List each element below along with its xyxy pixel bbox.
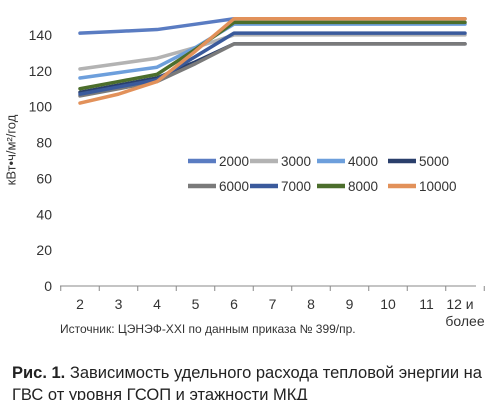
- x-tick-label: 2: [76, 296, 84, 312]
- y-tick-label: 0: [44, 278, 52, 294]
- legend: 2000 3000 4000 5000 6000 7000 8000 10000: [188, 154, 457, 194]
- series-line-10000: [78, 17, 467, 105]
- x-tick-label: 4: [153, 296, 161, 312]
- series-line-4000: [78, 22, 467, 80]
- caption-text: Зависимость удельного расхода тепловой э…: [12, 364, 482, 400]
- y-tick-label: 20: [36, 242, 52, 258]
- y-tick-label: 140: [29, 27, 53, 43]
- figure-caption: Рис. 1. Зависимость удельного расхода те…: [12, 362, 492, 400]
- series-line-8000: [78, 20, 467, 91]
- legend-label-7000: 7000: [281, 179, 311, 194]
- y-axis-label: кВт•ч/м²/год: [3, 114, 19, 186]
- line-chart: 0 20 40 60 80 100 120 140 2 3 4 5 6 7 8 9 10 11 12 иболее…: [29, 17, 485, 329]
- series-line-3000: [78, 33, 467, 71]
- series-lines: [78, 17, 467, 105]
- legend-label-8000: 8000: [348, 179, 378, 194]
- y-tick-label: 100: [29, 99, 53, 115]
- y-axis: 0 20 40 60 80 100 120 140: [29, 27, 53, 294]
- legend-label-10000: 10000: [419, 179, 457, 194]
- x-tick-label: 9: [346, 296, 354, 312]
- x-tick-label: 5: [192, 296, 200, 312]
- y-tick-label: 40: [36, 206, 52, 222]
- x-tick-label: 8: [307, 296, 315, 312]
- y-tick-label: 80: [36, 135, 52, 151]
- caption-label: Рис. 1.: [12, 364, 66, 382]
- y-tick-label: 120: [29, 63, 53, 79]
- legend-label-5000: 5000: [419, 154, 449, 169]
- y-tick-label: 60: [36, 170, 52, 186]
- legend-label-2000: 2000: [219, 154, 249, 169]
- legend-label-3000: 3000: [281, 154, 311, 169]
- x-tick-label: 11: [419, 296, 434, 312]
- x-tick-label: 3: [115, 296, 123, 312]
- x-tick-label: 12 и: [446, 296, 473, 312]
- source-note: Источник: ЦЭНЭФ-XXI по данным приказа № …: [60, 322, 356, 336]
- x-tick-label: 10: [380, 296, 396, 312]
- x-tick-label: 7: [269, 296, 277, 312]
- legend-label-6000: 6000: [219, 179, 249, 194]
- legend-label-4000: 4000: [348, 154, 378, 169]
- series-line-7000: [78, 31, 467, 96]
- x-tick-label-continued: более: [445, 313, 484, 329]
- x-tick-label: 6: [230, 296, 238, 312]
- y-axis-label-wrap: кВт•ч/м²/год: [0, 40, 22, 260]
